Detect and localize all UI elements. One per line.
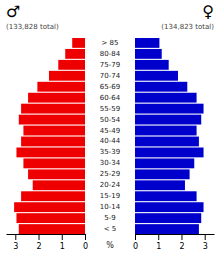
tick-mark bbox=[85, 234, 86, 240]
tick: 2 bbox=[36, 234, 41, 251]
bar bbox=[49, 71, 85, 81]
bar bbox=[135, 169, 190, 179]
bar bbox=[23, 126, 85, 136]
bar bbox=[135, 213, 201, 223]
axis-line bbox=[7, 234, 86, 235]
category-label: 75-79 bbox=[100, 61, 120, 69]
bar bbox=[33, 180, 85, 190]
bar bbox=[23, 158, 85, 168]
annotation: (134,823 total) bbox=[161, 23, 214, 31]
tick-mark bbox=[39, 234, 40, 240]
bar bbox=[58, 60, 85, 70]
category-label: 10-14 bbox=[100, 203, 121, 211]
bar bbox=[135, 115, 201, 125]
bar bbox=[21, 137, 85, 147]
axis-label: % bbox=[106, 241, 114, 250]
bar bbox=[135, 147, 204, 157]
category-label: 50-54 bbox=[100, 116, 121, 124]
x-axis: 0 1 2 3 bbox=[7, 234, 89, 251]
tick-mark bbox=[205, 234, 206, 240]
series-symbol: ♀ bbox=[202, 2, 214, 21]
bar bbox=[65, 49, 85, 59]
bar bbox=[135, 93, 197, 103]
bar bbox=[14, 202, 85, 212]
category-label: 35-39 bbox=[100, 148, 120, 156]
category-label: 45-49 bbox=[100, 127, 120, 135]
bar bbox=[135, 126, 197, 136]
tick: 3 bbox=[203, 234, 208, 251]
bar bbox=[16, 213, 85, 223]
tick-label: 3 bbox=[203, 242, 208, 251]
bar bbox=[135, 71, 178, 81]
bars bbox=[135, 38, 204, 234]
category-label: 65-69 bbox=[100, 83, 120, 91]
bar bbox=[72, 38, 85, 48]
bar bbox=[37, 82, 85, 92]
bar bbox=[135, 104, 204, 114]
tick: 3 bbox=[13, 234, 18, 251]
tick: 1 bbox=[60, 234, 65, 251]
annotation: (133,828 total) bbox=[6, 23, 59, 31]
bar bbox=[28, 169, 85, 179]
category-label: 55-59 bbox=[100, 105, 120, 113]
x-axis: 0 1 2 3 bbox=[133, 234, 215, 251]
bar bbox=[135, 60, 169, 70]
bar bbox=[135, 180, 185, 190]
category-label: 70-74 bbox=[100, 72, 121, 80]
category-label: 15-19 bbox=[100, 192, 120, 200]
bar bbox=[135, 191, 197, 201]
tick-mark bbox=[158, 234, 159, 240]
bar bbox=[135, 158, 194, 168]
tick-mark bbox=[181, 234, 182, 240]
bar bbox=[135, 49, 162, 59]
tick-mark bbox=[15, 234, 16, 240]
category-label: 20-24 bbox=[100, 181, 121, 189]
bar bbox=[135, 38, 159, 48]
category-label: > 85 bbox=[102, 39, 119, 47]
tick-mark bbox=[135, 234, 136, 240]
tick: 0 bbox=[83, 234, 88, 251]
category-label: < 5 bbox=[104, 225, 117, 233]
bar bbox=[135, 202, 204, 212]
category-label: 5-9 bbox=[104, 214, 115, 222]
axis-line bbox=[136, 234, 215, 235]
bar bbox=[135, 137, 199, 147]
category-label: 60-64 bbox=[100, 94, 121, 102]
bar bbox=[19, 224, 85, 234]
tick-mark bbox=[62, 234, 63, 240]
tick-label: 1 bbox=[60, 242, 65, 251]
tick-label: 2 bbox=[36, 242, 41, 251]
bar bbox=[16, 147, 85, 157]
tick: 1 bbox=[156, 234, 161, 251]
series-symbol: ♂ bbox=[6, 2, 20, 21]
bar bbox=[135, 224, 199, 234]
bar bbox=[21, 104, 85, 114]
tick-label: 0 bbox=[83, 242, 88, 251]
chart: 0 1 2 3 0 1 2 3 > 85 80-84 75-79 70-74 65-69 60-64 55-… bbox=[0, 0, 220, 264]
tick-label: 0 bbox=[133, 242, 138, 251]
category-label: 80-84 bbox=[100, 50, 121, 58]
category-label: 30-34 bbox=[100, 159, 121, 167]
tick-label: 2 bbox=[179, 242, 184, 251]
bar bbox=[135, 82, 187, 92]
bar bbox=[21, 191, 85, 201]
category-label: 25-29 bbox=[100, 170, 120, 178]
tick: 0 bbox=[133, 234, 138, 251]
tick-label: 3 bbox=[13, 242, 18, 251]
bar bbox=[28, 93, 85, 103]
category-labels: > 85 80-84 75-79 70-74 65-69 60-64 55-59 50-54 4… bbox=[100, 39, 121, 233]
tick-label: 1 bbox=[156, 242, 161, 251]
tick: 2 bbox=[179, 234, 184, 251]
bars bbox=[14, 38, 85, 234]
bar bbox=[19, 115, 85, 125]
category-label: 40-44 bbox=[100, 137, 121, 145]
